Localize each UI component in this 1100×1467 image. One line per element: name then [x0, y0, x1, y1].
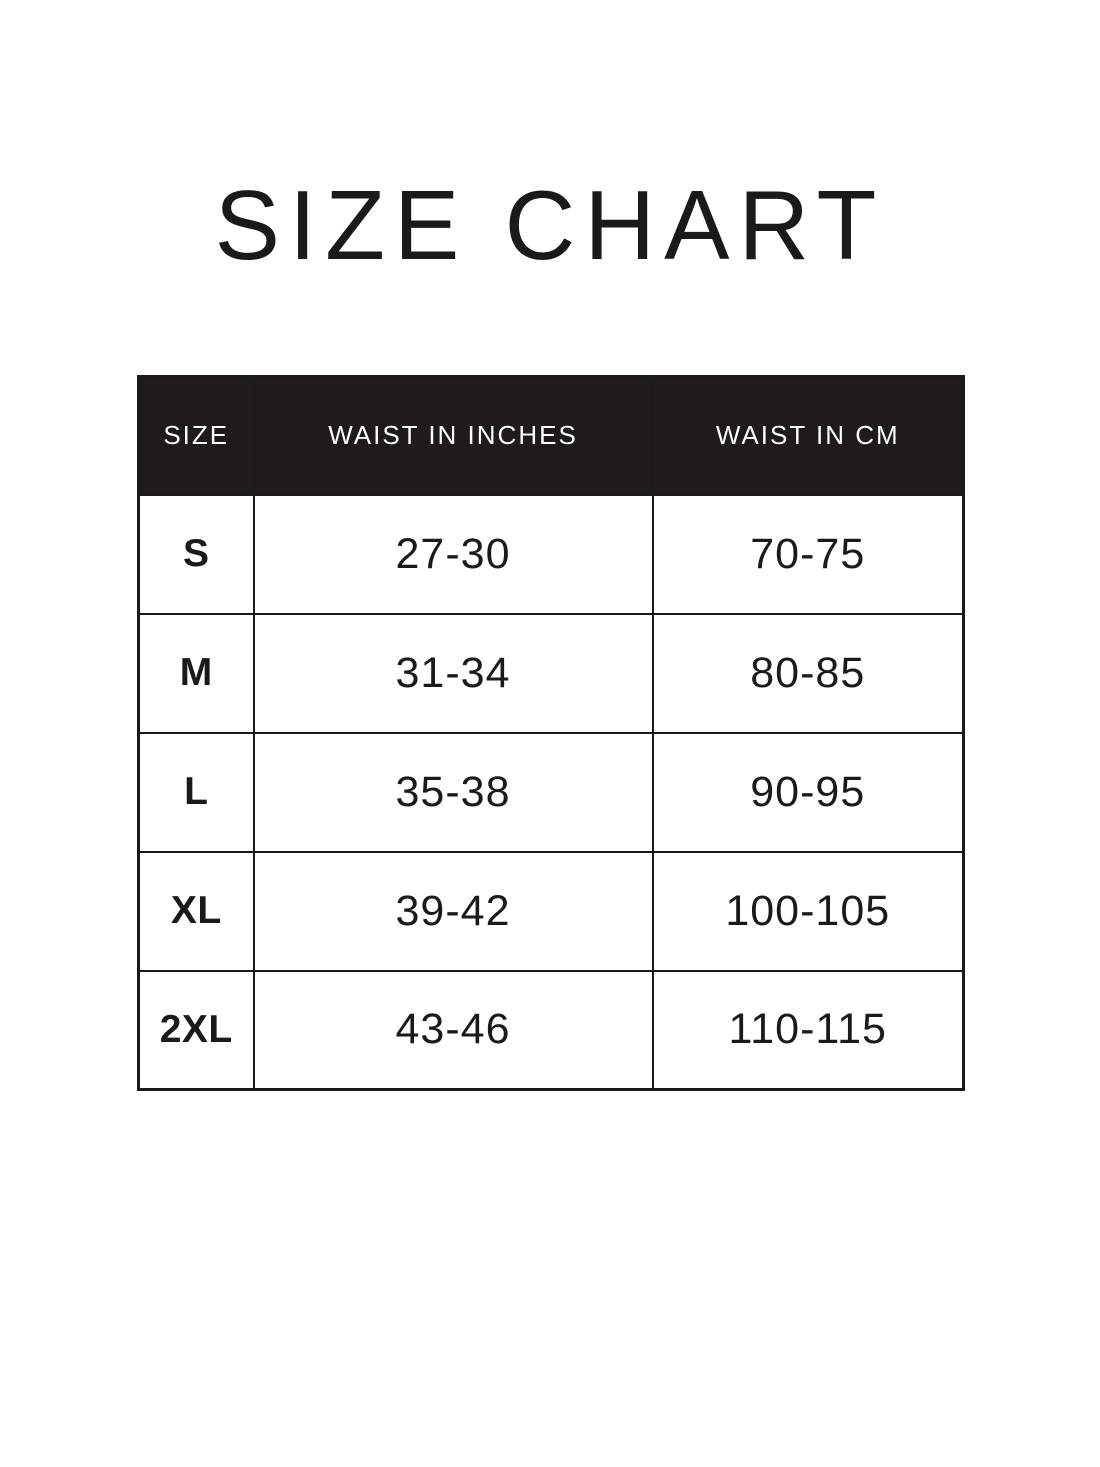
table-row: XL 39-42 100-105 — [137, 850, 965, 972]
size-chart-table: SIZE WAIST IN INCHES WAIST IN CM S 27-30… — [137, 375, 965, 1091]
size-label: XL — [137, 850, 255, 972]
waist-inches-value: 31-34 — [252, 612, 654, 734]
size-label: 2XL — [137, 969, 255, 1091]
size-label: S — [137, 493, 255, 615]
waist-cm-value: 110-115 — [651, 969, 965, 1091]
table-row: M 31-34 80-85 — [137, 612, 965, 734]
table-row: L 35-38 90-95 — [137, 731, 965, 853]
column-header-size: SIZE — [137, 375, 255, 496]
page-title: SIZE CHART — [214, 170, 886, 280]
table-row: 2XL 43-46 110-115 — [137, 969, 965, 1091]
table-header-row: SIZE WAIST IN INCHES WAIST IN CM — [137, 375, 965, 496]
waist-cm-value: 70-75 — [651, 493, 965, 615]
waist-inches-value: 43-46 — [252, 969, 654, 1091]
waist-inches-value: 27-30 — [252, 493, 654, 615]
waist-inches-value: 35-38 — [252, 731, 654, 853]
waist-inches-value: 39-42 — [252, 850, 654, 972]
column-header-waist-cm: WAIST IN CM — [651, 375, 965, 496]
waist-cm-value: 90-95 — [651, 731, 965, 853]
size-label: L — [137, 731, 255, 853]
table-row: S 27-30 70-75 — [137, 493, 965, 615]
waist-cm-value: 100-105 — [651, 850, 965, 972]
size-label: M — [137, 612, 255, 734]
column-header-waist-inches: WAIST IN INCHES — [252, 375, 654, 496]
waist-cm-value: 80-85 — [651, 612, 965, 734]
